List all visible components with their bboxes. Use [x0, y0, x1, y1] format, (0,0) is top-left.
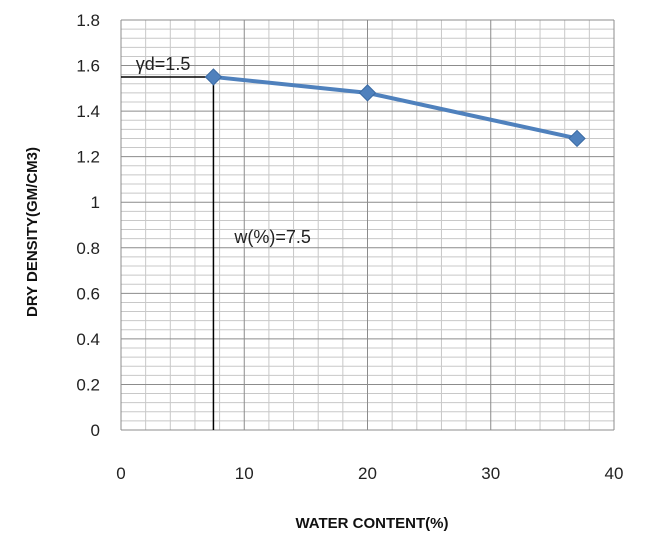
annotation-label: w(%)=7.5	[233, 227, 311, 247]
y-tick-label: 1.8	[76, 11, 100, 30]
y-tick-label: 1.2	[76, 148, 100, 167]
annotations: γd=1.5 w(%)=7.5	[136, 54, 311, 247]
x-tick-labels: 0 10 20 30 40	[116, 464, 623, 483]
y-tick-label: 0	[91, 421, 100, 440]
y-tick-label: 1.4	[76, 102, 100, 121]
y-tick-label: 0.6	[76, 284, 100, 303]
y-tick-label: 1	[91, 193, 100, 212]
data-point-marker	[204, 68, 223, 86]
x-tick-label: 0	[116, 464, 125, 483]
reference-lines	[121, 76, 215, 430]
x-tick-label: 30	[481, 464, 500, 483]
y-tick-label: 0.2	[76, 375, 100, 394]
data-point-marker	[358, 84, 377, 102]
series-layer	[204, 68, 586, 148]
y-tick-label: 1.6	[76, 57, 100, 76]
x-tick-label: 10	[235, 464, 254, 483]
x-axis-title: WATER CONTENT(%)	[295, 515, 448, 532]
y-tick-label: 0.4	[76, 330, 100, 349]
y-tick-label: 0.8	[76, 239, 100, 258]
y-axis-title: DRY DENSITY(GM/CM3)	[24, 147, 41, 317]
x-tick-label: 40	[605, 464, 624, 483]
y-tick-labels: 0 0.2 0.4 0.6 0.8 1 1.2 1.4 1.6 1.8	[76, 11, 100, 440]
grid-major	[120, 19, 615, 431]
annotation-label: γd=1.5	[136, 54, 191, 74]
x-tick-label: 20	[358, 464, 377, 483]
data-point-marker	[568, 129, 586, 148]
